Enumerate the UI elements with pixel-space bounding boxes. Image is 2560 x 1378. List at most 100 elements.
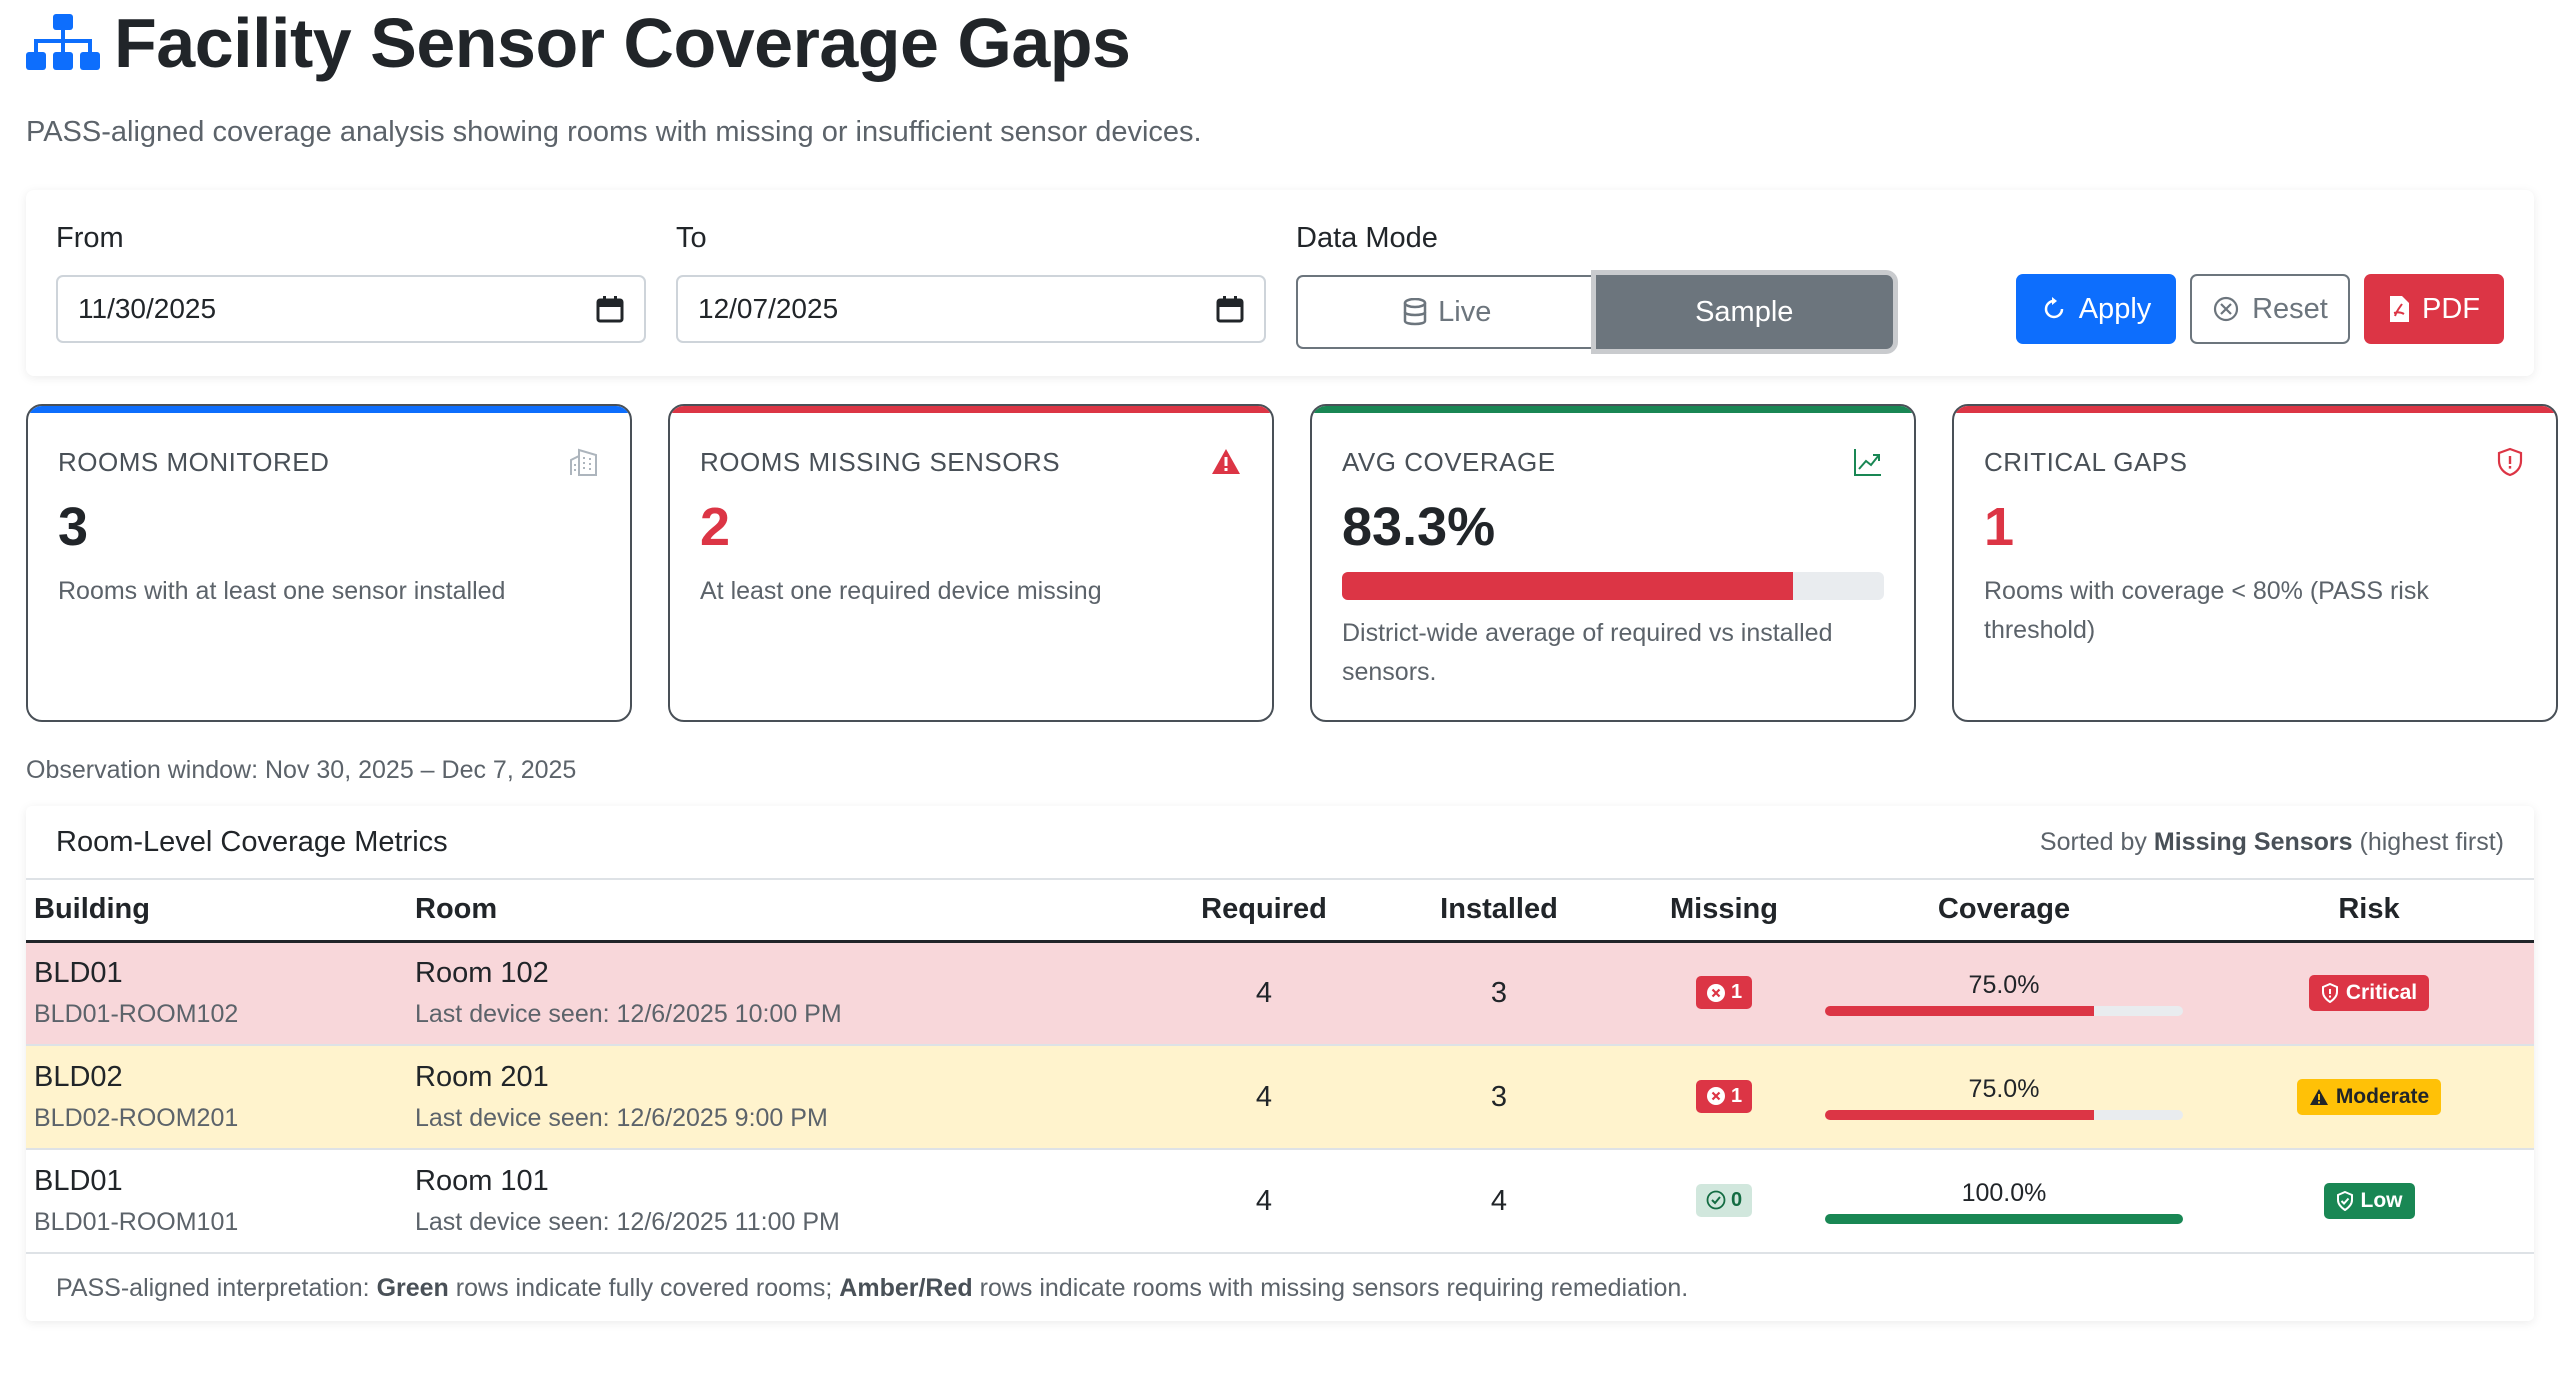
- coverage-table-card: Room-Level Coverage Metrics Sorted by Mi…: [26, 806, 2534, 1321]
- refresh-icon: [2044, 297, 2063, 319]
- column-header-risk[interactable]: Risk: [2204, 878, 2534, 943]
- building-room-id: BLD01-ROOM102: [34, 1000, 239, 1029]
- table-row[interactable]: BLD01 BLD01-ROOM101 Room 101 Last device…: [26, 1149, 2534, 1254]
- coverage-progress-bar: [1342, 572, 1884, 600]
- check-circle-icon: [1706, 1190, 1726, 1210]
- footer-middle: rows indicate fully covered rooms;: [455, 1274, 833, 1302]
- calendar-icon[interactable]: [1216, 295, 1244, 323]
- reset-button[interactable]: Reset: [2190, 274, 2350, 344]
- apply-button[interactable]: Apply: [2016, 274, 2176, 344]
- mode-sample-label: Sample: [1695, 295, 1794, 328]
- warning-icon: [1212, 449, 1240, 474]
- coverage-bar-fill: [1825, 1005, 2094, 1016]
- coverage-cell: 100.0%: [1825, 1179, 2183, 1224]
- kpi-description: Rooms with coverage < 80% (PASS risk thr…: [1984, 577, 2429, 644]
- risk-badge: Low: [2323, 1183, 2415, 1219]
- room-name: Room 101: [415, 1165, 549, 1197]
- shield-icon: [2497, 447, 2523, 477]
- kpi-label: AVG COVERAGE: [1342, 446, 1556, 477]
- required-count: 4: [1174, 941, 1354, 1046]
- kpi-rooms-monitored: ROOMS MONITORED 3 Rooms with at least on…: [26, 404, 632, 722]
- coverage-bar: [1825, 1109, 2183, 1120]
- coverage-bar: [1825, 1213, 2183, 1224]
- last-device-seen: Last device seen: 12/6/2025 9:00 PM: [415, 1104, 828, 1132]
- required-count: 4: [1174, 1045, 1354, 1150]
- coverage-bar: [1825, 1005, 2183, 1016]
- to-label: To: [676, 222, 707, 254]
- coverage-progress-fill: [1342, 572, 1794, 600]
- risk-badge: Moderate: [2296, 1079, 2442, 1115]
- column-header-required[interactable]: Required: [1174, 878, 1354, 943]
- sort-suffix: (highest first): [2359, 827, 2504, 856]
- building-name: BLD01: [34, 957, 123, 990]
- sort-field: Missing Sensors: [2153, 827, 2353, 856]
- warning-icon: [2309, 1089, 2328, 1105]
- coverage-table: Building Room Required Installed Missing…: [26, 878, 2534, 1254]
- filter-card: From 11/30/2025 To 12/07/2025: [26, 190, 2534, 376]
- column-header-installed[interactable]: Installed: [1354, 878, 1644, 943]
- missing-badge: 0: [1695, 1183, 1753, 1217]
- footer-prefix: PASS-aligned interpretation:: [56, 1274, 370, 1302]
- table-row[interactable]: BLD01 BLD01-ROOM102 Room 102 Last device…: [26, 941, 2534, 1046]
- column-header-building[interactable]: Building: [26, 878, 414, 943]
- x-circle-icon: [1706, 1087, 1725, 1106]
- coverage-percent: 75.0%: [1968, 1074, 2040, 1103]
- table-footer-note: PASS-aligned interpretation: Green rows …: [26, 1254, 2534, 1323]
- mode-sample-button[interactable]: Sample: [1595, 275, 1893, 349]
- data-mode-toggle: Live Sample: [1296, 275, 1893, 349]
- mode-live-button[interactable]: Live: [1296, 275, 1596, 349]
- risk-label: Moderate: [2335, 1085, 2430, 1108]
- trend-icon: [1854, 449, 1881, 476]
- mode-live-label: Live: [1438, 295, 1492, 328]
- from-field: From 11/30/2025: [56, 222, 646, 343]
- page: Facility Sensor Coverage Gaps PASS-align…: [0, 0, 2560, 1321]
- pdf-label: PDF: [2422, 292, 2480, 325]
- footer-suffix: rows indicate rooms with missing sensors…: [979, 1274, 1689, 1302]
- room-name: Room 201: [415, 1061, 549, 1093]
- column-header-room[interactable]: Room: [414, 878, 1174, 943]
- risk-label: Critical: [2345, 981, 2418, 1005]
- observation-window: Observation window: Nov 30, 2025 – Dec 7…: [26, 756, 577, 784]
- reset-label: Reset: [2252, 292, 2328, 325]
- page-header: Facility Sensor Coverage Gaps: [26, 0, 2534, 86]
- missing-badge: 1: [1695, 976, 1753, 1009]
- mode-label: Data Mode: [1296, 222, 1438, 254]
- column-header-missing[interactable]: Missing: [1644, 878, 1804, 943]
- mode-field: Data Mode Live Sample: [1296, 222, 1893, 349]
- pdf-button[interactable]: PDF: [2364, 274, 2504, 344]
- shield-check-icon: [2336, 1191, 2353, 1211]
- last-device-seen: Last device seen: 12/6/2025 11:00 PM: [415, 1208, 840, 1236]
- kpi-critical-gaps: CRITICAL GAPS 1 Rooms with coverage < 80…: [1952, 404, 2558, 722]
- to-date-input[interactable]: 12/07/2025: [676, 275, 1266, 343]
- risk-badge: Critical: [2308, 975, 2430, 1012]
- sitemap-icon: [26, 14, 100, 70]
- from-date-value: 11/30/2025: [78, 293, 217, 324]
- calendar-icon[interactable]: [596, 295, 624, 323]
- kpi-description: District-wide average of required vs ins…: [1342, 619, 1833, 686]
- coverage-bar-fill: [1825, 1109, 2094, 1120]
- sort-prefix: Sorted by: [2039, 827, 2147, 856]
- x-circle-icon: [1706, 983, 1725, 1002]
- sort-info: Sorted by Missing Sensors (highest first…: [2040, 828, 2504, 857]
- close-circle-icon: [2214, 296, 2239, 322]
- last-device-seen: Last device seen: 12/6/2025 10:00 PM: [415, 1000, 842, 1029]
- building-name: BLD01: [34, 1165, 123, 1197]
- column-header-coverage[interactable]: Coverage: [1804, 878, 2204, 943]
- kpi-value: 2: [700, 497, 731, 557]
- kpi-description: Rooms with at least one sensor installed: [58, 577, 506, 605]
- coverage-cell: 75.0%: [1825, 971, 2183, 1016]
- page-title: Facility Sensor Coverage Gaps: [114, 4, 1131, 82]
- coverage-cell: 75.0%: [1825, 1075, 2183, 1120]
- to-date-value: 12/07/2025: [698, 293, 839, 324]
- installed-count: 3: [1354, 1045, 1644, 1150]
- database-icon: [1403, 298, 1427, 326]
- coverage-percent: 75.0%: [1968, 970, 2040, 999]
- from-date-input[interactable]: 11/30/2025: [56, 275, 646, 343]
- from-label: From: [56, 222, 124, 254]
- table-row[interactable]: BLD02 BLD02-ROOM201 Room 201 Last device…: [26, 1045, 2534, 1150]
- shield-icon: [2321, 983, 2338, 1004]
- footer-green: Green: [376, 1274, 449, 1302]
- table-header-row: Building Room Required Installed Missing…: [26, 878, 2534, 943]
- footer-amber-red: Amber/Red: [839, 1274, 973, 1302]
- kpi-value: 83.3%: [1342, 497, 1496, 557]
